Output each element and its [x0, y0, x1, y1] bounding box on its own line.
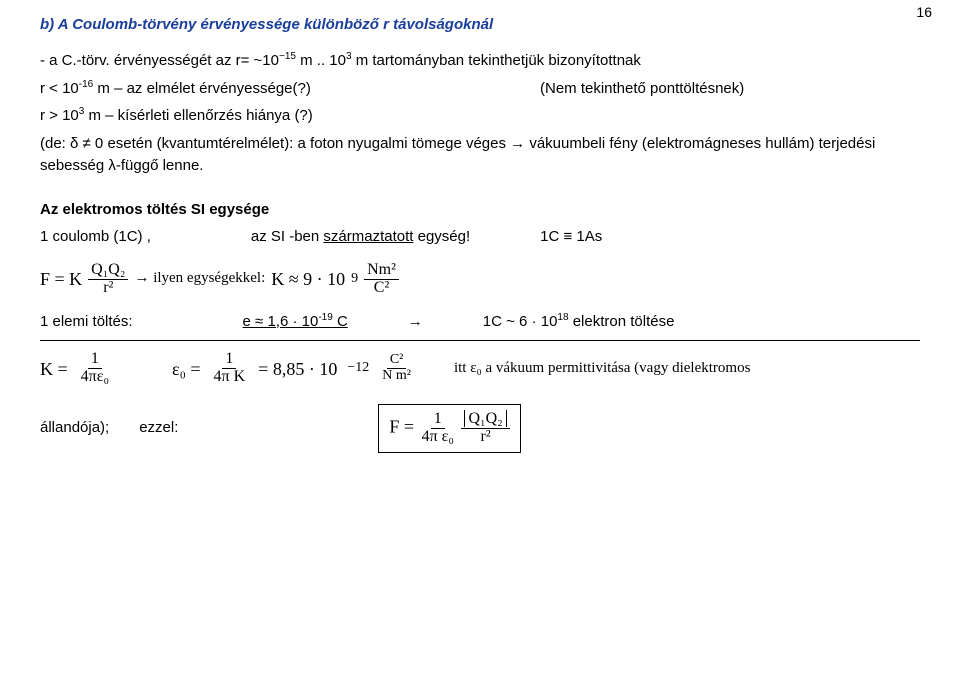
text: az SI -ben	[251, 228, 324, 245]
permittivity-text: itt ε₀ a vákuum permittivitása (vagy die…	[454, 358, 750, 380]
label: 1 elemi töltés:	[40, 311, 133, 333]
abs-q1q2: Q₁Q₂	[464, 410, 506, 427]
text: r > 10	[40, 107, 79, 124]
f-equals: F =	[389, 416, 414, 436]
exp: -19	[318, 312, 332, 323]
text: m .. 10	[296, 52, 346, 69]
fraction-nm2-c2: Nm² C²	[364, 262, 399, 297]
coulomb-label: 1 coulomb (1C) ,	[40, 226, 151, 248]
note-right: (Nem tekinthető ponttöltésnek)	[420, 78, 920, 100]
numerator: 1	[88, 351, 102, 369]
text: egység!	[413, 228, 470, 245]
exp: −12	[347, 358, 369, 378]
e-value: e ≈ 1,6 · 10	[243, 313, 319, 330]
unit: C	[333, 313, 348, 330]
fraction-c2-nm2: C² N m²	[379, 353, 414, 383]
equiv-1c-1as: 1C ≡ 1As	[540, 226, 602, 248]
denominator: 4π ε₀	[419, 429, 457, 446]
arrow-text: → ilyen egységekkel:	[134, 268, 265, 290]
text: - a C.-törv. érvényességét az r= ~10	[40, 52, 279, 69]
eps0-value: = 8,85 · 10	[258, 356, 337, 382]
coulomb-formula-row: F = K Q₁Q₂ r² → ilyen egységekkel: K ≈ 9…	[40, 262, 920, 297]
electron-count: 1C ~ 6 · 10	[483, 313, 558, 330]
formula-lhs: F = K	[40, 266, 82, 292]
k-equals: K =	[40, 356, 68, 382]
denominator: N m²	[379, 369, 414, 384]
separator-line	[40, 340, 920, 341]
final-row: állandója); ezzel: F = 1 4π ε₀ Q₁Q₂ r²	[40, 404, 920, 453]
denominator: 4π K	[211, 369, 249, 386]
text: elektron töltése	[569, 313, 675, 330]
page-number: 16	[916, 4, 932, 20]
numerator: Q₁Q₂	[88, 262, 128, 280]
allandoja-label: állandója);	[40, 417, 109, 439]
exp: -16	[79, 79, 93, 90]
quantum-note: (de: δ ≠ 0 esetén (kvantumtérelmélet): a…	[40, 133, 920, 177]
denominator: 4πε₀	[78, 369, 112, 386]
exp: −15	[279, 51, 296, 62]
si-unit-line: 1 coulomb (1C) , az SI -ben származtatot…	[40, 226, 920, 248]
text: m – az elmélet érvényessége(?)	[93, 80, 311, 97]
page-body: b) A Coulomb-törvény érvényessége különb…	[0, 0, 960, 469]
derived-underline: származtatott	[323, 228, 413, 245]
boxed-formula: F = 1 4π ε₀ Q₁Q₂ r²	[378, 404, 520, 453]
numerator: C²	[387, 353, 407, 369]
upper-bound-line: r > 103 m – kísérleti ellenőrzés hiánya …	[40, 105, 920, 127]
exp: 9	[351, 269, 358, 289]
numerator: Nm²	[364, 262, 399, 280]
denominator: C²	[371, 280, 392, 297]
text: r < 10	[40, 80, 79, 97]
fraction-1-4pieps0: 1 4π ε₀	[419, 411, 457, 446]
section-heading-b: b) A Coulomb-törvény érvényessége különb…	[40, 14, 920, 36]
fraction-absq1q2-r2: Q₁Q₂ r²	[461, 411, 509, 446]
exp: 18	[557, 312, 568, 323]
text: m tartományban tekinthetjük bizonyítottn…	[352, 52, 641, 69]
text: m – kísérleti ellenőrzés hiánya (?)	[84, 107, 312, 124]
numerator: 1	[222, 351, 236, 369]
fraction-1-4pieps0: 1 4πε₀	[78, 351, 112, 386]
k-approx: K ≈ 9 · 10	[271, 266, 345, 292]
ezzel-label: ezzel:	[139, 417, 178, 439]
elementary-charge-row: 1 elemi töltés: e ≈ 1,6 · 10-19 C → 1C ~…	[40, 311, 920, 333]
arrow: →	[408, 311, 423, 333]
denominator: r²	[100, 280, 116, 297]
validity-range-line: - a C.-törv. érvényességét az r= ~10−15 …	[40, 50, 920, 72]
k-epsilon-row: K = 1 4πε₀ ε₀ = 1 4π K = 8,85 · 10 −12 C²…	[40, 351, 920, 386]
eps0-equals: ε₀ =	[172, 356, 201, 382]
fraction-1-4pik: 1 4π K	[211, 351, 249, 386]
denominator: r²	[478, 429, 494, 446]
numerator: 1	[431, 411, 445, 429]
section-heading-si: Az elektromos töltés SI egysége	[40, 199, 920, 221]
lower-bound-row: r < 10-16 m – az elmélet érvényessége(?)…	[40, 78, 920, 100]
fraction-q1q2-r2: Q₁Q₂ r²	[88, 262, 128, 297]
